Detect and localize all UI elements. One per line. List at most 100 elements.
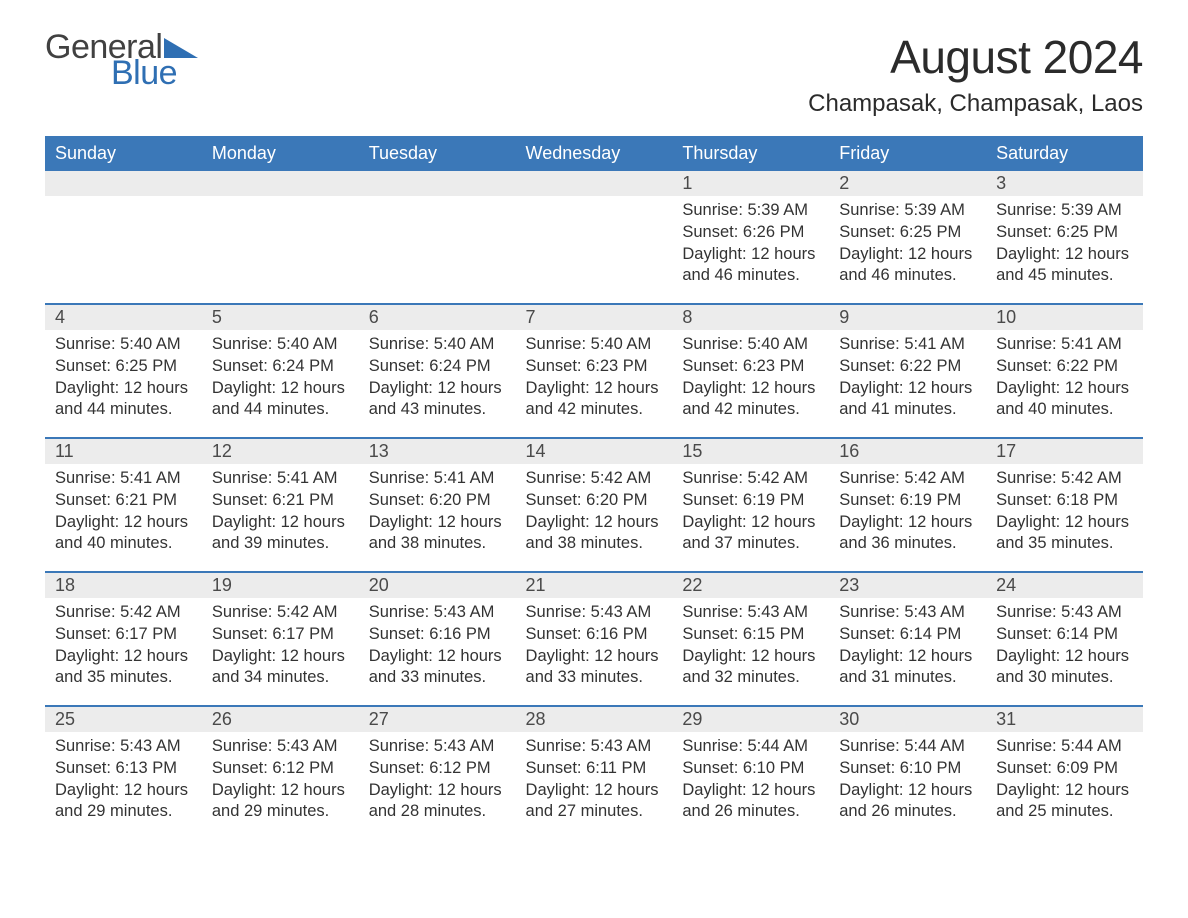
day-content-row: Sunrise: 5:40 AMSunset: 6:25 PMDaylight:… [45, 330, 1143, 438]
daylight-line: Daylight: 12 hours and 26 minutes. [839, 780, 976, 824]
page-header: General Blue August 2024 Champasak, Cham… [45, 30, 1143, 118]
sunset-line: Sunset: 6:13 PM [55, 758, 192, 780]
day-content-cell: Sunrise: 5:43 AMSunset: 6:15 PMDaylight:… [672, 598, 829, 706]
sunrise-line: Sunrise: 5:42 AM [682, 468, 819, 490]
daylight-line: Daylight: 12 hours and 37 minutes. [682, 512, 819, 556]
daylight-line: Daylight: 12 hours and 43 minutes. [369, 378, 506, 422]
day-number-cell: 3 [986, 171, 1143, 196]
sunset-line: Sunset: 6:15 PM [682, 624, 819, 646]
sunset-line: Sunset: 6:18 PM [996, 490, 1133, 512]
sunrise-line: Sunrise: 5:41 AM [839, 334, 976, 356]
sunrise-line: Sunrise: 5:39 AM [996, 200, 1133, 222]
sunset-line: Sunset: 6:16 PM [526, 624, 663, 646]
sunrise-line: Sunrise: 5:41 AM [369, 468, 506, 490]
day-number-cell: 24 [986, 572, 1143, 598]
day-content-cell: Sunrise: 5:43 AMSunset: 6:12 PMDaylight:… [359, 732, 516, 840]
daylight-line: Daylight: 12 hours and 35 minutes. [55, 646, 192, 690]
day-content-cell: Sunrise: 5:43 AMSunset: 6:16 PMDaylight:… [516, 598, 673, 706]
sunrise-line: Sunrise: 5:44 AM [996, 736, 1133, 758]
sunset-line: Sunset: 6:26 PM [682, 222, 819, 244]
day-content-cell: Sunrise: 5:44 AMSunset: 6:10 PMDaylight:… [829, 732, 986, 840]
sunrise-line: Sunrise: 5:40 AM [526, 334, 663, 356]
weekday-header: Monday [202, 136, 359, 171]
day-number-cell: 17 [986, 438, 1143, 464]
daylight-line: Daylight: 12 hours and 25 minutes. [996, 780, 1133, 824]
day-number-cell: 16 [829, 438, 986, 464]
daylight-line: Daylight: 12 hours and 32 minutes. [682, 646, 819, 690]
sunset-line: Sunset: 6:23 PM [526, 356, 663, 378]
day-number-cell: 18 [45, 572, 202, 598]
day-number-cell: 8 [672, 304, 829, 330]
day-content-cell: Sunrise: 5:39 AMSunset: 6:25 PMDaylight:… [829, 196, 986, 304]
sunrise-line: Sunrise: 5:40 AM [55, 334, 192, 356]
daylight-line: Daylight: 12 hours and 35 minutes. [996, 512, 1133, 556]
day-content-cell: Sunrise: 5:40 AMSunset: 6:23 PMDaylight:… [516, 330, 673, 438]
day-content-cell [359, 196, 516, 304]
sunset-line: Sunset: 6:20 PM [526, 490, 663, 512]
day-content-row: Sunrise: 5:39 AM Sunset: 6:26 PMDaylight:… [45, 196, 1143, 304]
day-number-cell: 23 [829, 572, 986, 598]
location-subtitle: Champasak, Champasak, Laos [808, 90, 1143, 118]
day-number-cell [359, 171, 516, 196]
daylight-line: Daylight: 12 hours and 39 minutes. [212, 512, 349, 556]
daylight-line: Daylight: 12 hours and 28 minutes. [369, 780, 506, 824]
day-number-cell: 22 [672, 572, 829, 598]
day-content-cell [516, 196, 673, 304]
day-number-cell: 29 [672, 706, 829, 732]
day-content-row: Sunrise: 5:43 AMSunset: 6:13 PMDaylight:… [45, 732, 1143, 840]
day-content-cell: Sunrise: 5:39 AMSunset: 6:25 PMDaylight:… [986, 196, 1143, 304]
sunset-line: Sunset: 6:09 PM [996, 758, 1133, 780]
sunrise-line: Sunrise: 5:40 AM [212, 334, 349, 356]
sunrise-line: Sunrise: 5:43 AM [212, 736, 349, 758]
sunrise-line: Sunrise: 5:44 AM [682, 736, 819, 758]
day-content-cell: Sunrise: 5:41 AMSunset: 6:21 PMDaylight:… [45, 464, 202, 572]
logo-text-blue: Blue [111, 56, 198, 90]
sunrise-line: Sunrise: 5:41 AM [55, 468, 192, 490]
day-content-cell: Sunrise: 5:41 AMSunset: 6:21 PMDaylight:… [202, 464, 359, 572]
weekday-header: Thursday [672, 136, 829, 171]
sunset-line: Sunset: 6:17 PM [212, 624, 349, 646]
daylight-line: Daylight: 12 hours and 44 minutes. [212, 378, 349, 422]
sunset-line: Sunset: 6:17 PM [55, 624, 192, 646]
day-number-cell: 5 [202, 304, 359, 330]
weekday-header: Friday [829, 136, 986, 171]
day-content-cell: Sunrise: 5:42 AMSunset: 6:17 PMDaylight:… [45, 598, 202, 706]
sunset-line: Sunset: 6:22 PM [839, 356, 976, 378]
day-number-cell: 30 [829, 706, 986, 732]
daylight-line: Daylight: 12 hours and 46 minutes. [682, 244, 819, 288]
daylight-line: Daylight: 12 hours and 26 minutes. [682, 780, 819, 824]
day-content-cell: Sunrise: 5:44 AMSunset: 6:10 PMDaylight:… [672, 732, 829, 840]
month-title: August 2024 [808, 30, 1143, 84]
logo: General Blue [45, 30, 198, 90]
daylight-line: Daylight: 12 hours and 29 minutes. [212, 780, 349, 824]
sunset-line: Sunset: 6:10 PM [839, 758, 976, 780]
day-number-row: 11121314151617 [45, 438, 1143, 464]
day-number-row: 18192021222324 [45, 572, 1143, 598]
sunrise-line: Sunrise: 5:43 AM [839, 602, 976, 624]
sunset-line: Sunset: 6:25 PM [839, 222, 976, 244]
weekday-header: Saturday [986, 136, 1143, 171]
daylight-line: Daylight: 12 hours and 41 minutes. [839, 378, 976, 422]
weekday-header: Sunday [45, 136, 202, 171]
day-content-cell: Sunrise: 5:40 AMSunset: 6:24 PMDaylight:… [202, 330, 359, 438]
sunset-line: Sunset: 6:21 PM [212, 490, 349, 512]
day-content-cell: Sunrise: 5:44 AMSunset: 6:09 PMDaylight:… [986, 732, 1143, 840]
sunrise-line: Sunrise: 5:43 AM [55, 736, 192, 758]
weekday-header: Tuesday [359, 136, 516, 171]
day-content-cell: Sunrise: 5:40 AMSunset: 6:24 PMDaylight:… [359, 330, 516, 438]
sunrise-line: Sunrise: 5:41 AM [212, 468, 349, 490]
sunrise-line: Sunrise: 5:43 AM [369, 736, 506, 758]
sunrise-line: Sunrise: 5:43 AM [369, 602, 506, 624]
day-content-cell: Sunrise: 5:42 AMSunset: 6:20 PMDaylight:… [516, 464, 673, 572]
day-content-cell: Sunrise: 5:42 AMSunset: 6:19 PMDaylight:… [672, 464, 829, 572]
sunset-line: Sunset: 6:16 PM [369, 624, 506, 646]
sunset-line: Sunset: 6:14 PM [996, 624, 1133, 646]
day-content-cell: Sunrise: 5:41 AMSunset: 6:22 PMDaylight:… [986, 330, 1143, 438]
day-content-cell: Sunrise: 5:42 AMSunset: 6:17 PMDaylight:… [202, 598, 359, 706]
sunset-line: Sunset: 6:25 PM [996, 222, 1133, 244]
sunrise-line: Sunrise: 5:42 AM [55, 602, 192, 624]
weekday-header-row: SundayMondayTuesdayWednesdayThursdayFrid… [45, 136, 1143, 171]
day-content-cell: Sunrise: 5:43 AMSunset: 6:14 PMDaylight:… [986, 598, 1143, 706]
sunset-line: Sunset: 6:19 PM [839, 490, 976, 512]
day-number-cell: 28 [516, 706, 673, 732]
